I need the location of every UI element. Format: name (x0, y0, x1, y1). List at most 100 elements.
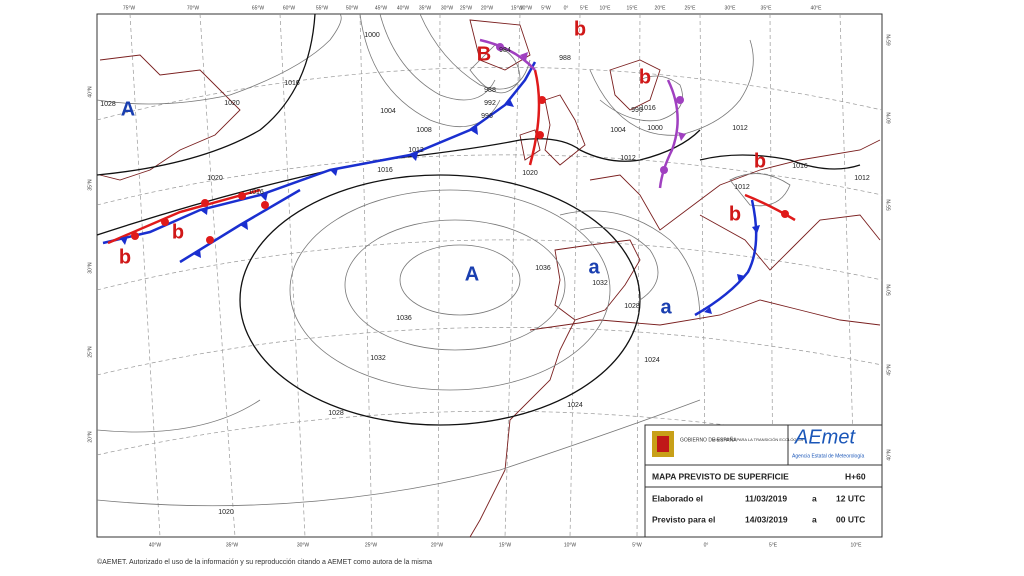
legend-title: MAPA PREVISTO DE SUPERFICIE (652, 471, 789, 481)
longitude-label: 35°W (226, 542, 239, 548)
longitude-label: 5°W (541, 5, 551, 11)
latitude-label: 65°N (886, 34, 892, 46)
legend-range: H+60 (845, 471, 866, 481)
longitude-label: 25°W (365, 542, 378, 548)
longitude-label: 40°E (811, 5, 823, 11)
isobar-label: 1016 (640, 105, 656, 112)
isobars (96, 13, 861, 507)
latitude-label: 45°N (886, 364, 892, 376)
pressure-center: A (121, 98, 135, 120)
made-at: a (812, 493, 817, 503)
isobar-label: 1012 (620, 155, 636, 162)
longitude-label: 70°W (187, 5, 200, 11)
pressure-center: b (639, 66, 651, 88)
isobar-label: 1012 (732, 125, 748, 132)
longitude-label: 0° (564, 5, 569, 11)
latitude-label: 40°N (886, 449, 892, 461)
coastlines (99, 19, 881, 538)
isobar-label: 1012 (854, 175, 870, 182)
government: GOBIERNO DE ESPAÑA (680, 436, 737, 443)
isobar-label: 1020 (522, 170, 538, 177)
isobar-label: 1024 (644, 357, 660, 364)
isobar-label: 1024 (567, 402, 583, 409)
isobar-label: 1020 (207, 175, 223, 182)
longitude-label: 15°E (627, 5, 639, 11)
isobar-label: 1012 (408, 147, 424, 154)
agency: Agencia Estatal de Meteorología (792, 453, 864, 459)
longitude-label: 30°W (441, 5, 454, 11)
longitude-label: 15°W (511, 5, 524, 11)
isobar-label: 988 (484, 87, 496, 94)
isobar-label: 988 (559, 55, 571, 62)
latitude-label: 40°N (87, 86, 93, 98)
pressure-center: b (172, 221, 184, 243)
valid-label: Previsto para el (652, 514, 715, 524)
isobar-label: 996 (481, 113, 493, 120)
isobar-label: 1032 (592, 280, 608, 287)
pressure-center: a (588, 256, 600, 278)
isobar-label: 1028 (624, 303, 640, 310)
isobar-label: 1000 (647, 125, 663, 132)
pressure-center: A (465, 263, 479, 285)
longitude-label: 75°W (123, 5, 136, 11)
longitude-label: 20°W (431, 542, 444, 548)
latitude-label: 25°N (87, 346, 93, 358)
longitude-label: 30°E (725, 5, 737, 11)
legend-frame (644, 424, 883, 538)
isobar-label: 1004 (380, 108, 396, 115)
isobar-label: 1028 (100, 101, 116, 108)
longitude-label: 25°E (685, 5, 697, 11)
longitude-label: 15°W (499, 542, 512, 548)
longitude-label: 0° (704, 542, 709, 548)
made-label: Elaborado el (652, 493, 703, 503)
aemet-logo: AEmet (794, 426, 856, 448)
copyright: ©AEMET. Autorizado el uso de la informac… (97, 558, 432, 566)
longitude-label: 30°W (297, 542, 310, 548)
isobar-label: 1016 (792, 163, 808, 170)
pressure-center: b (754, 150, 766, 172)
legend-box: GOBIERNO DE ESPAÑA MINISTERIO PARA LA TR… (644, 424, 883, 538)
made-time: 12 UTC (836, 493, 865, 503)
map-labels: A Bb b b b b b A a a 1028 1016 1020 1000 1004 1008 988 99… (87, 5, 892, 548)
isobar-label: 1036 (535, 265, 551, 272)
pressure-center: B (477, 43, 491, 65)
isobar-label: 1016 (284, 80, 300, 87)
latitude-label: 30°N (87, 262, 93, 274)
longitude-label: 65°W (252, 5, 265, 11)
isobar-label: 1012 (734, 184, 750, 191)
valid-date: 14/03/2019 (745, 514, 788, 524)
valid-at: a (812, 514, 817, 524)
longitude-label: 5°W (632, 542, 642, 548)
isobar-label: 1036 (396, 315, 412, 322)
fronts (102, 38, 796, 317)
longitude-label: 55°W (316, 5, 329, 11)
isobar-label: 1008 (416, 127, 432, 134)
longitude-label: 25°W (460, 5, 473, 11)
isobar-label: 992 (484, 100, 496, 107)
longitude-label: 40°W (149, 542, 162, 548)
pressure-center: a (660, 296, 672, 318)
longitude-label: 20°E (655, 5, 667, 11)
latitude-label: 35°N (87, 179, 93, 191)
isobar-label: 1028 (328, 410, 344, 417)
longitude-label: 5°E (580, 5, 589, 11)
longitude-label: 40°W (397, 5, 410, 11)
longitude-label: 5°E (769, 542, 778, 548)
isobar-label: 984 (499, 47, 511, 54)
longitude-label: 60°W (283, 5, 296, 11)
longitude-label: 35°W (419, 5, 432, 11)
valid-time: 00 UTC (836, 514, 865, 524)
made-date: 11/03/2019 (745, 493, 787, 503)
isobar-label: 1004 (610, 127, 626, 134)
longitude-label: 10°E (600, 5, 612, 11)
latitude-label: 55°N (886, 199, 892, 211)
isobar-label: 1016 (248, 189, 264, 196)
ministry: MINISTERIO PARA LA TRANSICIÓN ECOLÓGICA (712, 437, 804, 442)
longitude-label: 10°W (564, 542, 577, 548)
longitude-label: 10°E (851, 542, 863, 548)
longitude-label: 45°W (375, 5, 388, 11)
pressure-center: b (729, 203, 741, 225)
longitude-label: 35°E (761, 5, 773, 11)
pressure-center: b (574, 18, 586, 40)
